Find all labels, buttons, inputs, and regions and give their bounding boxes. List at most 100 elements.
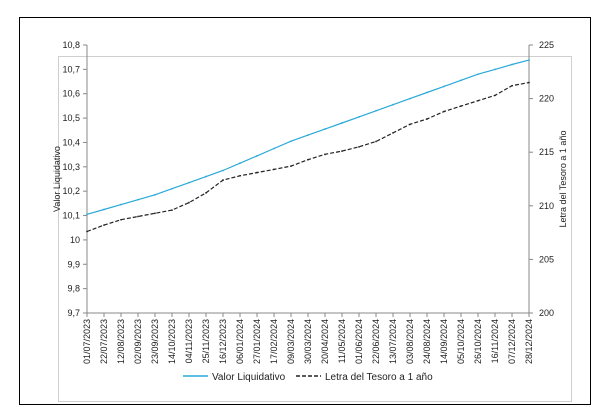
- x-tick-label: 03/08/2024: [405, 319, 415, 364]
- right-tick-label: 215: [539, 147, 554, 157]
- left-tick-label: 10,1: [62, 211, 80, 221]
- data-point-series-1: [511, 63, 513, 66]
- x-tick-label: 22/07/2023: [99, 319, 109, 364]
- x-tick-label: 01/06/2024: [354, 319, 364, 364]
- data-point-series-2: [103, 224, 105, 226]
- x-tick-label: 12/08/2023: [116, 319, 126, 364]
- data-point-series-1: [341, 122, 343, 124]
- legend-label-2: Letra del Tesoro a 1 año: [325, 372, 433, 383]
- data-point-series-1: [426, 91, 428, 94]
- data-point-series-2: [290, 165, 292, 168]
- data-point-series-1: [290, 140, 292, 143]
- chart-frame: [19, 17, 591, 405]
- left-tick-label: 10,3: [62, 162, 80, 172]
- left-tick-label: 10,5: [62, 113, 80, 123]
- data-point-series-2: [307, 158, 309, 161]
- left-tick-label: 9,9: [67, 259, 80, 269]
- data-point-series-2: [460, 105, 462, 108]
- data-point-series-2: [154, 212, 156, 215]
- left-axis-title: Valor Liquidativo: [52, 146, 62, 212]
- legend-label-1: Valor Liquidativo: [212, 372, 286, 383]
- x-tick-label: 22/06/2024: [371, 319, 381, 364]
- data-point-series-2: [273, 168, 275, 171]
- data-point-series-2: [358, 145, 360, 148]
- data-point-series-2: [256, 171, 258, 174]
- right-tick-label: 210: [539, 201, 554, 211]
- series-line-2: [86, 81, 530, 233]
- x-tick-label: 26/10/2024: [473, 319, 483, 364]
- x-tick-label: 05/10/2024: [456, 319, 466, 364]
- x-tick-label: 17/02/2024: [269, 319, 279, 364]
- x-tick-label: 07/12/2024: [507, 319, 517, 364]
- data-point-series-1: [137, 198, 139, 201]
- data-point-series-2: [171, 209, 173, 211]
- chart-area: [58, 56, 572, 402]
- data-point-series-2: [375, 140, 377, 143]
- x-tick-label: 16/11/2024: [490, 319, 500, 363]
- left-tick-label: 10,8: [62, 40, 80, 50]
- data-point-series-1: [477, 73, 479, 76]
- data-point-series-1: [222, 169, 224, 172]
- data-point-series-1: [494, 68, 496, 71]
- left-tick-label: 10: [70, 235, 80, 245]
- x-tick-label: 27/01/2024: [252, 319, 262, 364]
- x-tick-label: 14/10/2023: [167, 319, 177, 364]
- series-line-1: [86, 59, 530, 215]
- x-tick-label: 06/01/2024: [235, 319, 245, 364]
- data-point-series-2: [392, 132, 394, 134]
- data-point-series-1: [171, 187, 173, 190]
- data-point-series-1: [409, 97, 411, 100]
- x-tick-label: 11/05/2024: [337, 319, 347, 363]
- data-point-series-1: [392, 103, 394, 106]
- data-point-series-2: [341, 150, 343, 153]
- right-tick-label: 205: [539, 254, 554, 264]
- data-point-series-2: [443, 110, 445, 113]
- data-point-series-1: [256, 154, 258, 157]
- x-tick-label: 28/12/2024: [524, 319, 534, 364]
- x-tick-label: 13/07/2024: [388, 319, 398, 364]
- data-point-series-2: [205, 192, 207, 194]
- data-point-series-1: [375, 109, 377, 112]
- data-point-series-2: [528, 81, 530, 84]
- data-point-series-1: [86, 213, 88, 216]
- data-point-series-1: [273, 147, 275, 150]
- data-point-series-1: [528, 59, 530, 62]
- right-tick-label: 200: [539, 308, 554, 318]
- x-tick-label: 14/09/2024: [439, 319, 449, 364]
- x-tick-label: 30/03/2024: [303, 319, 313, 364]
- data-point-series-2: [188, 201, 190, 204]
- right-axis-title: Letra del Tesoro a 1 año: [558, 131, 568, 228]
- left-tick-label: 10,6: [62, 89, 80, 99]
- data-point-series-2: [324, 153, 326, 156]
- data-point-series-1: [120, 203, 122, 206]
- left-tick-label: 9,8: [67, 284, 80, 294]
- data-point-series-2: [137, 215, 139, 218]
- left-tick-label: 10,2: [62, 186, 80, 196]
- data-point-series-1: [307, 134, 309, 137]
- right-tick-label: 220: [539, 94, 554, 104]
- x-tick-label: 23/09/2023: [150, 319, 160, 364]
- x-tick-label: 09/03/2024: [286, 319, 296, 364]
- data-point-series-1: [103, 208, 105, 211]
- data-point-series-2: [120, 218, 122, 221]
- x-tick-label: 04/11/2023: [184, 319, 194, 363]
- data-point-series-1: [188, 181, 190, 184]
- data-point-series-2: [511, 84, 513, 87]
- x-tick-label: 02/09/2023: [133, 319, 143, 364]
- right-tick-label: 225: [539, 40, 554, 50]
- data-point-series-2: [409, 123, 411, 126]
- data-point-series-1: [324, 128, 326, 130]
- data-point-series-2: [239, 174, 241, 177]
- left-tick-label: 10,4: [62, 137, 80, 147]
- left-tick-label: 10,7: [62, 64, 80, 74]
- data-point-series-1: [460, 79, 462, 82]
- x-tick-label: 01/07/2023: [82, 319, 92, 364]
- data-point-series-2: [494, 94, 496, 97]
- x-tick-label: 16/12/2023: [218, 319, 228, 364]
- x-tick-label: 20/04/2024: [320, 319, 330, 364]
- x-tick-label: 24/08/2024: [422, 319, 432, 364]
- left-tick-label: 9,7: [67, 308, 80, 318]
- data-point-series-1: [358, 115, 360, 118]
- data-point-series-2: [222, 179, 224, 181]
